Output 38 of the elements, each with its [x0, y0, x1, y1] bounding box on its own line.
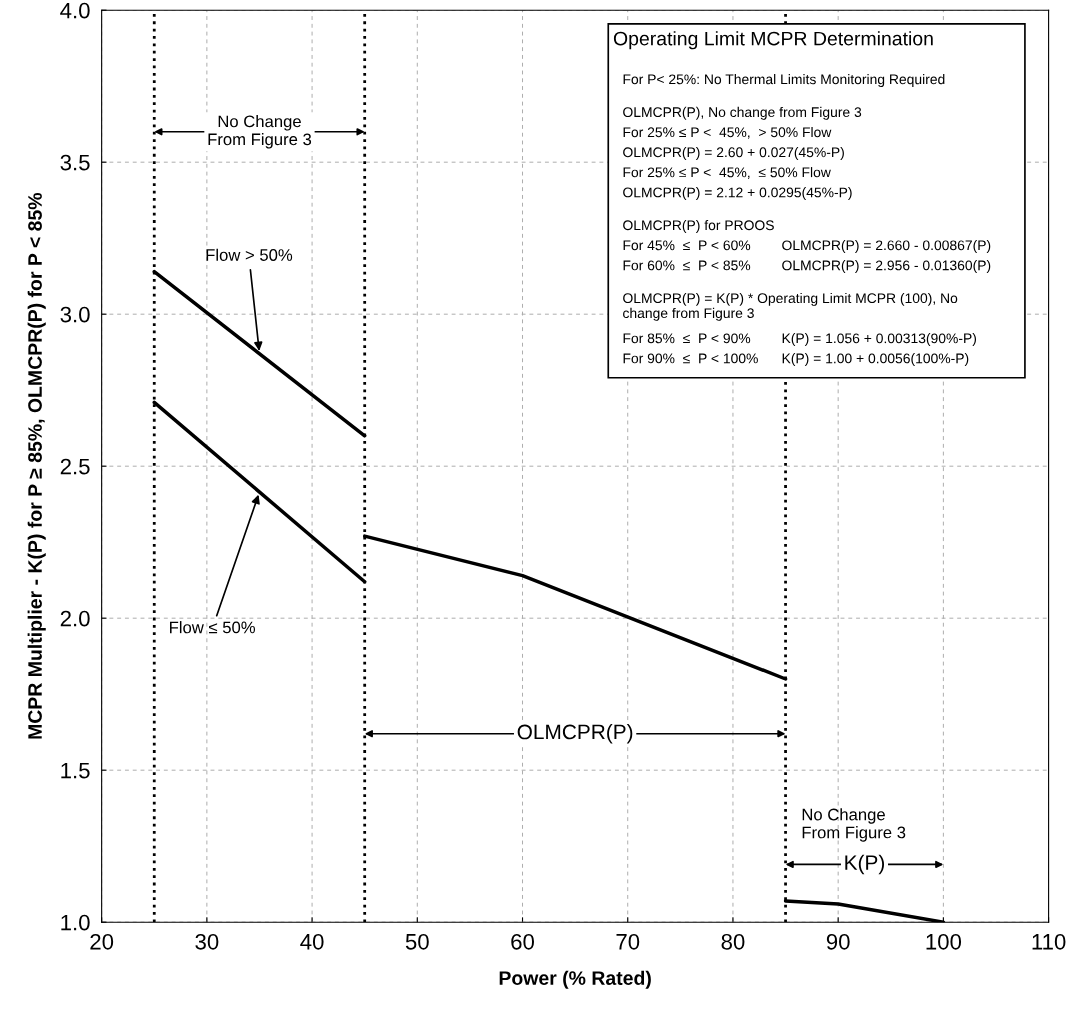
- annotation: No Change From Figure 3: [208, 115, 312, 149]
- annotation: OLMCPR(P) for PROOS: [623, 219, 774, 233]
- x-tick-label: 40: [300, 933, 324, 950]
- x-tick-label: 60: [511, 933, 535, 950]
- y-tick-label: 4.0: [60, 2, 90, 19]
- annotation: OLMCPR(P) = 2.60 + 0.027(45%-P): [623, 146, 844, 160]
- annotation: For 25% ≤ P < 45%, ≤ 50% Flow: [623, 167, 831, 179]
- y-axis-title: MCPR Multiplier - K(P) for P ≥ 85%, OLMCPR(P) for P < 85%: [27, 192, 46, 739]
- x-tick-label: 80: [721, 933, 745, 950]
- y-tick-label: 2.5: [60, 458, 90, 475]
- x-axis-title: Power (% Rated): [499, 970, 651, 989]
- x-tick-label: 20: [90, 933, 114, 950]
- text: Flow ≤ 50%: [170, 621, 256, 634]
- x-tick-label: 70: [616, 933, 640, 950]
- annotation: For P< 25%: No Thermal Limits Monitoring Required: [623, 74, 945, 87]
- x-tick-label: 100: [926, 933, 962, 950]
- y-tick-label: 3.5: [60, 154, 90, 171]
- annotation: OLMCPR(P): [517, 724, 633, 744]
- annotation: K(P): [845, 854, 885, 875]
- annotation: Operating Limit MCPR Determination: [613, 31, 933, 50]
- y-tick-label: 3.0: [60, 306, 90, 323]
- annotation: No Change From Figure 3: [802, 808, 906, 842]
- annotation: For 45% ≤ P < 60% OLMCPR(P) = 2.660 - 0.00867(P): [623, 240, 991, 253]
- x-tick-label: 30: [195, 933, 219, 950]
- annotation: OLMCPR(P) = 2.12 + 0.0295(45%-P): [623, 187, 852, 201]
- annotation: OLMCPR(P), No change from Figure 3: [623, 106, 862, 120]
- annotation: For 90% ≤ P < 100% K(P) = 1.00 + 0.0056(100%-P): [623, 353, 969, 367]
- x-tick-label: 50: [405, 933, 429, 950]
- annotation: For 85% ≤ P < 90% K(P) = 1.056 + 0.00313(90%-P): [623, 333, 977, 346]
- annotation: OLMCPR(P) = K(P) * Operating Limit MCPR (100), No change from Figure 3: [623, 292, 958, 321]
- y-tick-label: 1.5: [61, 762, 90, 779]
- text: Flow > 50%: [206, 248, 293, 261]
- x-tick-label: 90: [826, 933, 850, 950]
- x-tick-label: 110: [1032, 933, 1066, 950]
- y-tick-label: 1.0: [61, 914, 90, 931]
- annotation: For 25% ≤ P < 45%, > 50% Flow: [623, 126, 832, 139]
- y-tick-label: 2.0: [60, 610, 90, 627]
- annotation: For 60% ≤ P < 85% OLMCPR(P) = 2.956 - 0.01360(P): [623, 260, 991, 274]
